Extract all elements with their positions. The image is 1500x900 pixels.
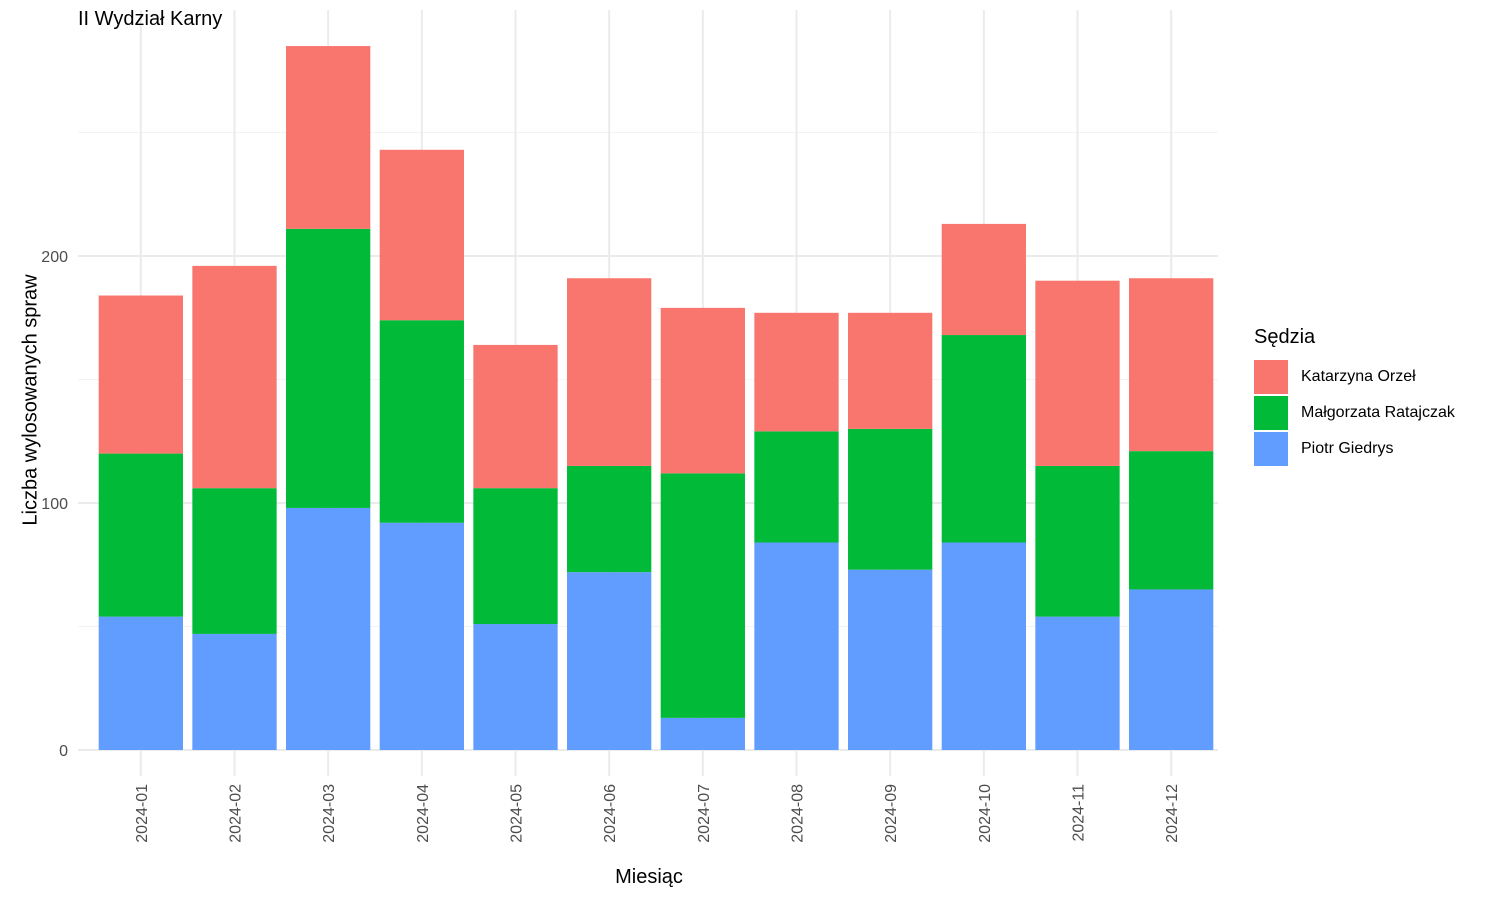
bar-segment — [98, 453, 183, 617]
bar-segment — [473, 488, 558, 625]
bar-segment — [567, 465, 652, 573]
bar-segment — [473, 344, 558, 489]
bar-segment — [567, 278, 652, 466]
legend-item: Katarzyna Orzeł — [1254, 359, 1455, 395]
bar-segment — [660, 473, 745, 718]
y-tick-label: 0 — [59, 743, 68, 760]
y-axis-ticks: 0 100 200 — [41, 249, 68, 760]
x-tick-label: 2024-05 — [509, 784, 526, 843]
x-tick-label: 2024-08 — [790, 784, 807, 843]
x-axis-ticks: 2024-01 2024-02 2024-03 2024-04 2024-05 2024-… — [134, 784, 1181, 843]
bar-segment — [98, 616, 183, 750]
legend-label: Piotr Giedrys — [1301, 440, 1394, 457]
x-tick-label: 2024-06 — [602, 784, 619, 843]
bar-segment — [754, 312, 839, 432]
bar-segment — [848, 312, 933, 429]
bar-segment — [754, 542, 839, 750]
y-tick-label: 200 — [41, 249, 68, 266]
bar-segment — [379, 149, 464, 321]
bar-segment — [379, 320, 464, 523]
x-tick-label: 2024-03 — [321, 784, 338, 843]
bar-segment — [1129, 278, 1214, 452]
bar-segment — [754, 431, 839, 543]
bars — [98, 46, 1214, 750]
legend: Sędzia Katarzyna Orzeł Małgorzata Ratajcz… — [1254, 326, 1455, 467]
legend-items: Katarzyna Orzeł Małgorzata Ratajczak Piotr… — [1254, 359, 1455, 467]
legend-label: Katarzyna Orzeł — [1301, 368, 1416, 385]
chart-title: II Wydział Karny — [78, 8, 223, 30]
legend-label: Małgorzata Ratajczak — [1301, 404, 1455, 421]
bar-segment — [286, 228, 371, 508]
y-axis-label: Liczba wylosowanych spraw — [19, 274, 42, 526]
bar-segment — [379, 522, 464, 750]
bar-segment — [473, 624, 558, 750]
bar-segment — [660, 717, 745, 750]
x-tick-label: 2024-01 — [134, 784, 151, 843]
x-tick-label: 2024-04 — [415, 784, 432, 843]
y-tick-label: 100 — [41, 496, 68, 513]
bar-segment — [941, 223, 1026, 336]
bar-segment — [1129, 451, 1214, 590]
x-tick-label: 2024-09 — [883, 784, 900, 843]
bar-segment — [567, 572, 652, 750]
bar-segment — [286, 46, 371, 229]
bar-segment — [1035, 616, 1120, 750]
bar-segment — [192, 633, 277, 750]
bar-segment — [1129, 589, 1214, 750]
bar-segment — [941, 335, 1026, 543]
legend-swatch — [1254, 360, 1288, 394]
bar-segment — [98, 295, 183, 454]
legend-title: Sędzia — [1254, 326, 1316, 348]
legend-swatch — [1254, 396, 1288, 430]
legend-item: Piotr Giedrys — [1254, 431, 1455, 467]
bar-segment — [192, 488, 277, 634]
bar-segment — [286, 507, 371, 750]
bar-segment — [941, 542, 1026, 750]
x-tick-label: 2024-02 — [228, 784, 245, 843]
bar-segment — [848, 569, 933, 750]
bar-segment — [1035, 280, 1120, 466]
bar-segment — [660, 307, 745, 474]
bar-segment — [1035, 465, 1120, 617]
legend-swatch — [1254, 432, 1288, 466]
x-tick-label: 2024-10 — [977, 784, 994, 843]
bar-segment — [848, 428, 933, 570]
x-tick-label: 2024-07 — [696, 784, 713, 843]
legend-item: Małgorzata Ratajczak — [1254, 395, 1455, 431]
x-tick-label: 2024-11 — [1071, 784, 1088, 842]
x-tick-label: 2024-12 — [1164, 784, 1181, 843]
x-axis-label: Miesiąc — [615, 866, 683, 888]
bar-segment — [192, 265, 277, 489]
